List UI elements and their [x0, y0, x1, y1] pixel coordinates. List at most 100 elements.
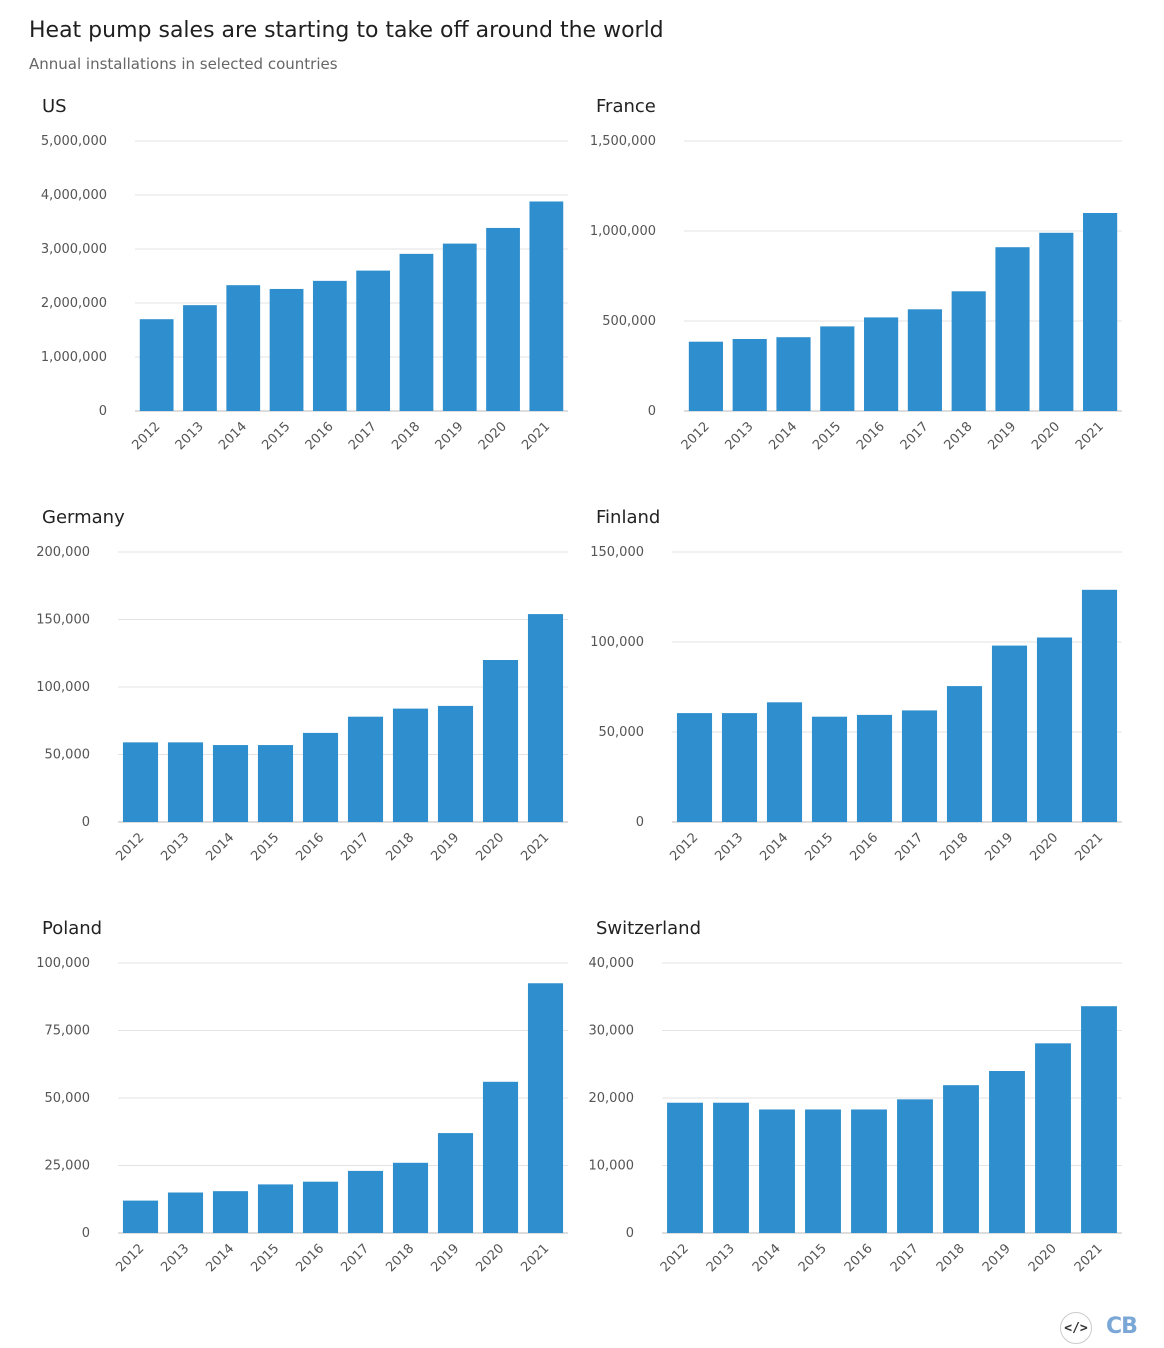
x-tick-label: 2014 — [203, 1241, 237, 1275]
y-tick-label: 100,000 — [590, 635, 644, 650]
x-tick-label: 2019 — [428, 1241, 462, 1275]
x-tick-label: 2012 — [679, 419, 713, 453]
chart-title: Heat pump sales are starting to take off… — [29, 18, 664, 43]
bar-2021 — [1081, 589, 1118, 822]
y-tick-label: 30,000 — [589, 1024, 635, 1039]
x-tick-label: 2013 — [712, 830, 746, 864]
bar-2013 — [167, 742, 204, 822]
bar-chart-france: 0 500,000 1,000,000 1,500,000 2012 2013 2014 20… — [590, 134, 1122, 453]
y-tick-label: 150,000 — [590, 545, 644, 560]
panel-us: US 0 1,000,000 2,000,000 3,000,000 4,000,000… — [30, 96, 590, 496]
x-tick-label: 2018 — [942, 419, 976, 453]
x-tick-label: 2015 — [248, 1241, 282, 1275]
panel-title: Poland — [42, 918, 103, 939]
bar-2018 — [392, 708, 429, 822]
bar-2021 — [527, 983, 564, 1233]
panel-title: Finland — [596, 507, 661, 528]
x-tick-label: 2021 — [1073, 419, 1107, 453]
x-tick-label: 2019 — [980, 1241, 1014, 1275]
x-tick-label: 2019 — [428, 830, 462, 864]
x-tick-label: 2017 — [888, 1241, 922, 1275]
x-tick-label: 2015 — [810, 419, 844, 453]
y-tick-label: 25,000 — [45, 1159, 91, 1174]
x-tick-label: 2012 — [113, 1241, 147, 1275]
x-tick-label: 2020 — [1026, 1241, 1060, 1275]
y-tick-label: 0 — [82, 1226, 90, 1241]
bar-2016 — [851, 1109, 887, 1233]
y-tick-label: 150,000 — [36, 613, 90, 628]
bar-2019 — [989, 1071, 1025, 1233]
bar-2014 — [226, 285, 261, 411]
bar-2017 — [901, 710, 938, 822]
x-tick-label: 2012 — [129, 419, 163, 453]
x-tick-label: 2014 — [757, 830, 791, 864]
bar-2020 — [482, 1081, 519, 1233]
x-tick-label: 2016 — [293, 830, 327, 864]
bar-2017 — [907, 309, 942, 411]
x-tick-label: 2021 — [519, 419, 553, 453]
y-tick-label: 1,000,000 — [590, 224, 656, 239]
bar-2014 — [776, 337, 811, 411]
x-tick-label: 2014 — [216, 419, 250, 453]
x-tick-label: 2014 — [766, 419, 800, 453]
x-tick-label: 2020 — [1027, 830, 1061, 864]
x-tick-label: 2013 — [704, 1241, 738, 1275]
x-tick-label: 2013 — [723, 419, 757, 453]
panel-title: US — [42, 96, 67, 117]
y-tick-label: 2,000,000 — [41, 296, 107, 311]
bar-2020 — [1035, 1043, 1071, 1233]
bar-2016 — [302, 1181, 339, 1233]
x-tick-label: 2018 — [389, 419, 423, 453]
x-tick-label: 2016 — [854, 419, 888, 453]
x-tick-label: 2021 — [1072, 830, 1106, 864]
x-tick-label: 2017 — [346, 419, 380, 453]
x-tick-label: 2020 — [473, 830, 507, 864]
embed-code-button[interactable]: </> — [1060, 1312, 1092, 1344]
bar-2012 — [667, 1102, 703, 1233]
bar-2013 — [721, 713, 758, 822]
x-tick-label: 2019 — [982, 830, 1016, 864]
bar-2020 — [1036, 637, 1073, 822]
panel-germany: Germany 0 50,000 100,000 150,000 200,000 2012… — [30, 507, 590, 907]
x-tick-label: 2015 — [802, 830, 836, 864]
x-tick-label: 2019 — [985, 419, 1019, 453]
bar-2015 — [257, 745, 294, 822]
bar-2017 — [897, 1099, 933, 1233]
x-tick-label: 2012 — [667, 830, 701, 864]
bar-2013 — [713, 1102, 749, 1233]
x-tick-label: 2016 — [847, 830, 881, 864]
y-tick-label: 20,000 — [589, 1091, 635, 1106]
bar-2021 — [1081, 1006, 1117, 1233]
x-tick-label: 2015 — [796, 1241, 830, 1275]
bar-2018 — [399, 253, 434, 411]
x-tick-label: 2020 — [473, 1241, 507, 1275]
bar-2019 — [437, 1133, 474, 1233]
y-tick-label: 200,000 — [36, 545, 90, 560]
bar-2018 — [946, 686, 983, 822]
bar-2021 — [1083, 213, 1118, 411]
y-tick-label: 0 — [82, 815, 90, 830]
bar-2013 — [167, 1192, 204, 1233]
panel-finland: Finland 0 50,000 100,000 150,000 2012 2013 201… — [584, 507, 1144, 907]
x-tick-label: 2020 — [1029, 419, 1063, 453]
y-tick-label: 4,000,000 — [41, 188, 107, 203]
x-tick-label: 2013 — [173, 419, 207, 453]
panel-title: Switzerland — [596, 918, 701, 939]
bar-2016 — [856, 714, 893, 822]
x-tick-label: 2021 — [1072, 1241, 1106, 1275]
bar-2017 — [356, 270, 391, 411]
bar-2019 — [991, 645, 1028, 822]
bar-chart-poland: 0 25,000 50,000 75,000 100,000 2012 2013 2014 20… — [36, 956, 568, 1275]
x-tick-label: 2019 — [433, 419, 467, 453]
bar-2016 — [312, 280, 347, 411]
y-tick-label: 5,000,000 — [41, 134, 107, 149]
bar-2015 — [269, 288, 304, 411]
chart-subtitle: Annual installations in selected countri… — [29, 55, 338, 73]
bar-2015 — [805, 1109, 841, 1233]
panel-poland: Poland 0 25,000 50,000 75,000 100,000 2012 201… — [30, 918, 590, 1318]
footer: </> CB — [1060, 1310, 1150, 1346]
x-tick-label: 2012 — [658, 1241, 692, 1275]
bar-2018 — [943, 1085, 979, 1233]
x-tick-label: 2013 — [158, 830, 192, 864]
x-tick-label: 2021 — [518, 1241, 552, 1275]
